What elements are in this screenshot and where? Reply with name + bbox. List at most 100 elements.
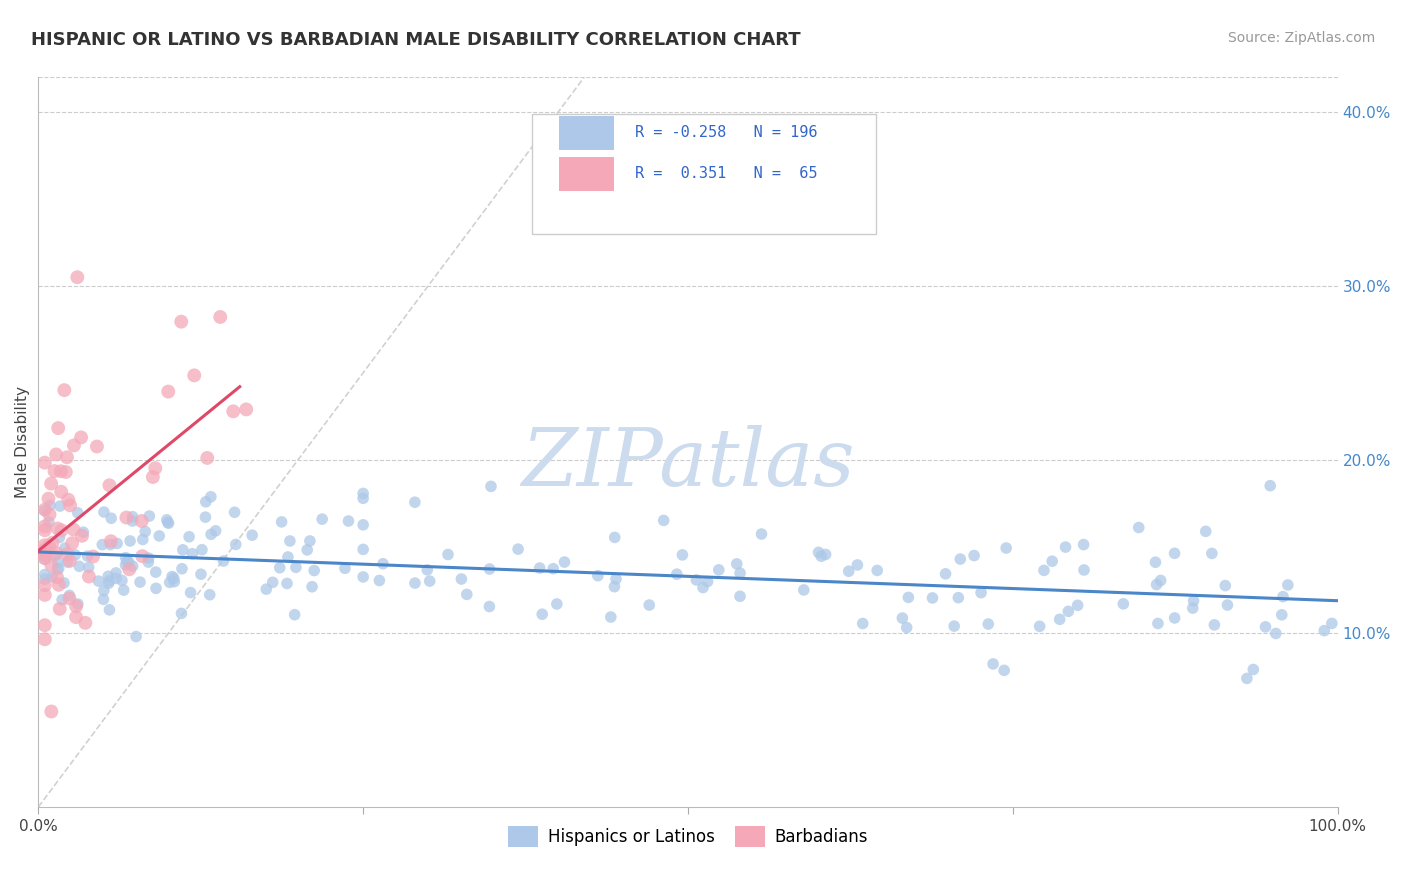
Point <box>181 547 204 561</box>
Point <box>59 554 82 568</box>
Point <box>198 588 221 602</box>
Point <box>194 510 217 524</box>
Point <box>172 542 194 557</box>
Point <box>51 592 73 607</box>
Point <box>1313 624 1336 638</box>
Point <box>1216 598 1239 612</box>
Point <box>87 574 110 588</box>
Point <box>541 562 564 576</box>
Point <box>72 525 94 540</box>
Point <box>1181 601 1204 615</box>
Point <box>41 705 63 719</box>
Point <box>725 557 748 571</box>
Point <box>671 548 693 562</box>
Point <box>125 630 148 644</box>
Point <box>981 657 1004 671</box>
Point <box>163 574 186 589</box>
Point <box>34 548 56 562</box>
Point <box>82 549 104 564</box>
Point <box>93 505 115 519</box>
Point <box>692 581 714 595</box>
Point <box>115 510 138 524</box>
Point <box>605 572 627 586</box>
Point <box>970 585 993 599</box>
Point <box>159 575 181 590</box>
Point <box>66 597 89 611</box>
Point <box>179 530 201 544</box>
Point <box>371 557 394 571</box>
Text: ZIPatlas: ZIPatlas <box>522 425 855 503</box>
Point <box>807 545 830 559</box>
Point <box>419 574 441 588</box>
Point <box>104 566 127 580</box>
Point <box>56 555 79 569</box>
Point <box>599 610 621 624</box>
Point <box>1028 619 1050 633</box>
Point <box>44 549 66 563</box>
Point <box>479 479 502 493</box>
Point <box>277 549 299 564</box>
Point <box>352 491 374 506</box>
Point <box>77 560 100 574</box>
Point <box>65 599 87 614</box>
Point <box>34 551 56 566</box>
Point <box>1195 524 1218 539</box>
Point <box>170 562 193 576</box>
Point <box>41 558 63 572</box>
Point <box>49 464 72 478</box>
Point <box>97 569 120 583</box>
Point <box>240 528 263 542</box>
Point <box>1040 554 1063 568</box>
Point <box>143 461 166 475</box>
Point <box>603 580 626 594</box>
Point <box>100 511 122 525</box>
Point <box>1073 563 1095 577</box>
Point <box>49 499 72 513</box>
Point <box>120 533 142 548</box>
Point <box>685 573 707 587</box>
Point <box>70 529 93 543</box>
Point <box>104 571 127 585</box>
FancyBboxPatch shape <box>560 116 614 150</box>
Point <box>665 567 688 582</box>
Point <box>478 599 501 614</box>
Point <box>100 534 122 549</box>
Point <box>45 447 67 461</box>
Point <box>810 549 832 564</box>
Point <box>41 570 63 584</box>
Point <box>891 611 914 625</box>
Point <box>41 535 63 549</box>
Point <box>278 533 301 548</box>
Point <box>51 484 73 499</box>
Point <box>44 464 66 478</box>
Point <box>852 616 875 631</box>
Point <box>34 503 56 517</box>
Point <box>53 541 76 556</box>
Point <box>262 575 284 590</box>
Point <box>195 450 218 465</box>
Point <box>183 368 205 383</box>
Point <box>301 580 323 594</box>
Point <box>1066 599 1088 613</box>
Y-axis label: Male Disability: Male Disability <box>15 386 30 499</box>
Point <box>1271 607 1294 622</box>
Point <box>121 509 143 524</box>
Point <box>46 521 69 535</box>
Point <box>98 574 121 588</box>
Point <box>506 542 529 557</box>
Point <box>1147 616 1170 631</box>
Point <box>93 583 115 598</box>
Point <box>63 548 86 562</box>
Text: HISPANIC OR LATINO VS BARBADIAN MALE DISABILITY CORRELATION CHART: HISPANIC OR LATINO VS BARBADIAN MALE DIS… <box>31 31 800 49</box>
Point <box>1236 672 1258 686</box>
Point <box>478 562 501 576</box>
Point <box>222 404 245 418</box>
Point <box>58 492 80 507</box>
Point <box>638 598 661 612</box>
Point <box>34 588 56 602</box>
Point <box>63 438 86 452</box>
Point <box>546 597 568 611</box>
Point <box>1320 616 1343 631</box>
Point <box>114 558 136 572</box>
Point <box>70 430 93 444</box>
